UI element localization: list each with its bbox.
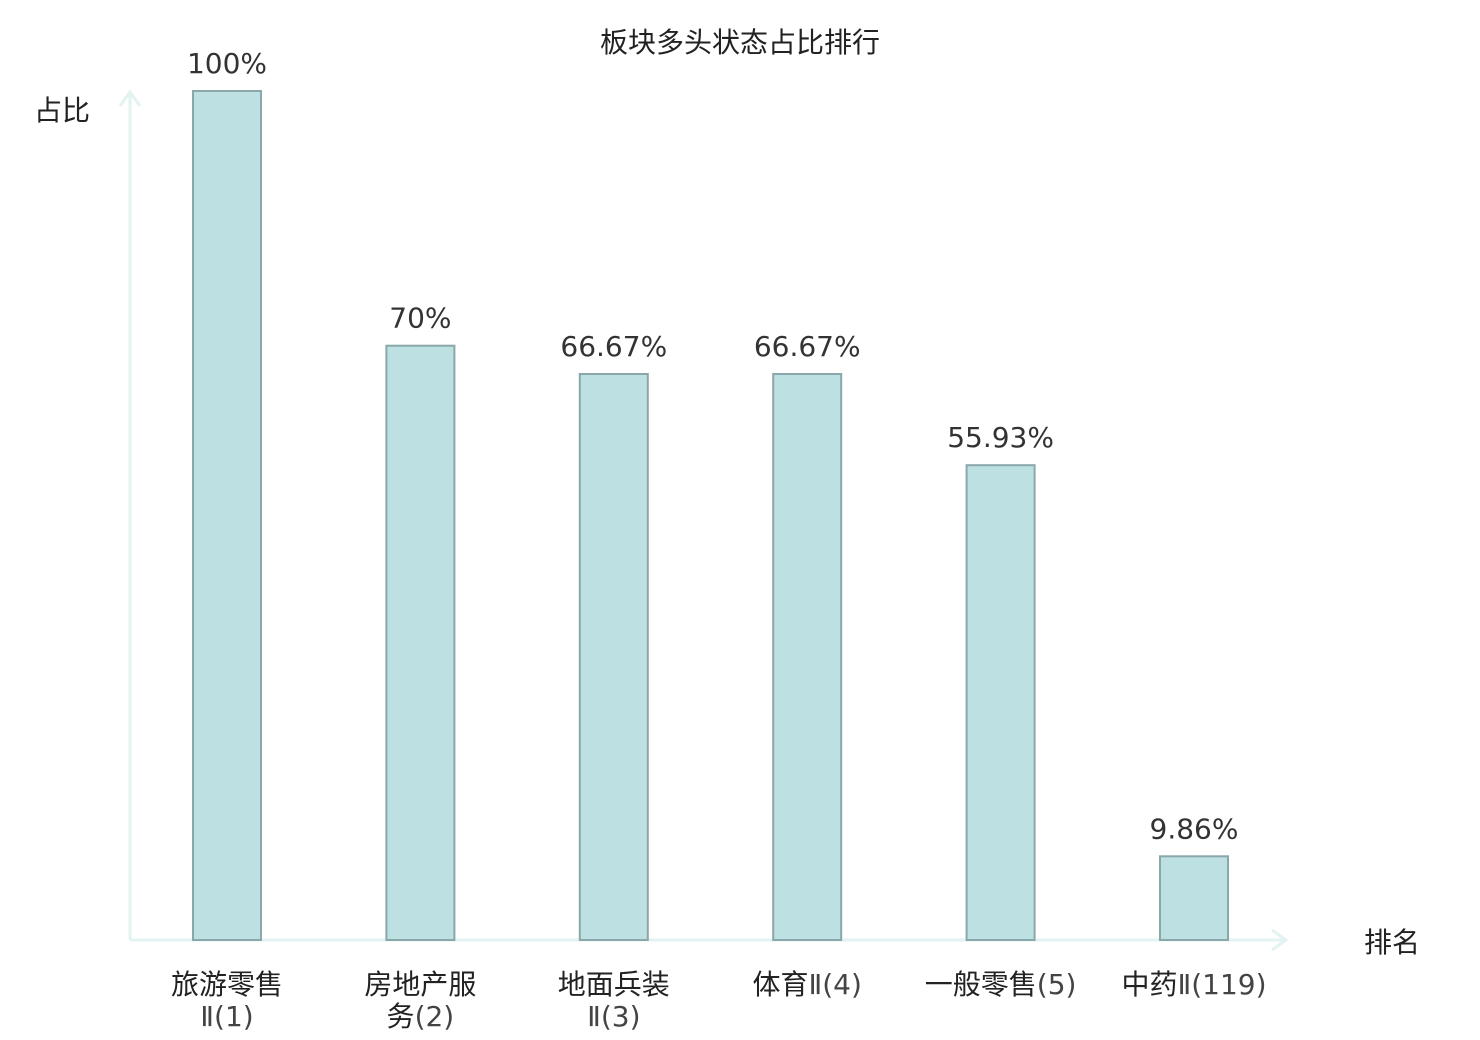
category-name: 体育: [752, 968, 808, 1001]
category-label-2: 房地产服: [364, 968, 476, 1001]
bar-4: [772, 373, 843, 941]
category-rank: Ⅱ(4): [808, 968, 861, 1001]
bar-series: [192, 90, 1229, 941]
category-rank: Ⅱ(1): [200, 1000, 253, 1033]
category-name: 地面兵装: [558, 968, 670, 1001]
category-label-5: 一般零售(5): [925, 968, 1077, 1001]
value-label-4: 66.67%: [754, 330, 861, 363]
axes: [118, 89, 1289, 952]
category-rank: Ⅱ(119): [1177, 968, 1266, 1001]
bar-2: [385, 344, 456, 941]
category-label-6: 中药Ⅱ(119): [1121, 968, 1266, 1001]
category-name: 中药: [1121, 968, 1177, 1001]
category-rank: (5): [1037, 968, 1077, 1001]
bar-1: [192, 90, 262, 941]
category-label-4: 体育Ⅱ(4): [752, 968, 861, 1001]
category-label-1: 旅游零售: [171, 968, 283, 1001]
value-label-1: 100%: [187, 47, 267, 80]
category-rank: Ⅱ(3): [587, 1000, 640, 1033]
category-label-2-line-2: 务(2): [387, 1000, 455, 1033]
category-name: 务: [387, 1000, 415, 1033]
value-label-5: 55.93%: [947, 421, 1054, 454]
value-labels: 100% 70% 66.67% 66.67% 55.93% 9.86%: [187, 47, 1239, 845]
bar-6: [1159, 855, 1229, 941]
category-name: 房地产服: [364, 968, 476, 1001]
value-label-6: 9.86%: [1150, 812, 1239, 845]
category-name: 旅游零售: [171, 968, 283, 1001]
chart-title: 板块多头状态占比排行: [600, 26, 880, 59]
value-label-3: 66.67%: [560, 330, 667, 363]
category-label-3: 地面兵装: [558, 968, 670, 1001]
value-label-2: 70%: [389, 302, 451, 335]
category-label-3-line-2: Ⅱ(3): [587, 1000, 640, 1033]
y-axis-arrow-icon: [118, 89, 142, 107]
category-label-1-line-2: Ⅱ(1): [200, 1000, 253, 1033]
category-name: 一般零售: [925, 968, 1037, 1001]
bar-5: [965, 464, 1036, 941]
x-axis-label: 排名: [1364, 926, 1420, 959]
category-rank: (2): [415, 1000, 455, 1033]
y-axis-label: 占比: [34, 94, 90, 127]
x-axis-arrow-icon: [1271, 928, 1289, 952]
bar-3: [578, 373, 649, 941]
